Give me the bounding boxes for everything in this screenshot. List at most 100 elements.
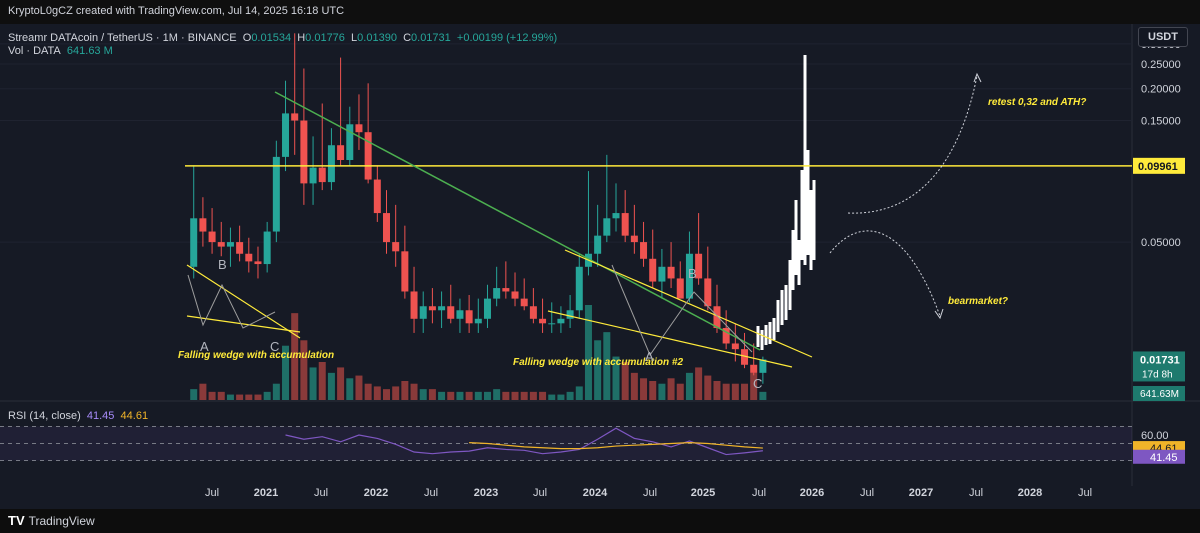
time-tick: Jul: [314, 487, 328, 499]
time-tick: 2025: [691, 487, 715, 499]
candle: [612, 213, 620, 219]
volume-bar: [447, 391, 455, 400]
time-tick: 2023: [474, 487, 498, 499]
candle: [594, 235, 602, 254]
projection-bars: [756, 55, 816, 350]
candle: [630, 235, 638, 243]
candle: [190, 218, 198, 267]
point-c2: C: [753, 376, 762, 391]
volume-bar: [318, 362, 326, 400]
rsi-ma-value: 44.61: [120, 410, 149, 422]
volume-bar: [428, 389, 436, 400]
volume-bar: [263, 391, 271, 400]
volume-bar: [208, 391, 216, 400]
projection-bar: [756, 326, 760, 347]
candle: [465, 310, 473, 324]
point-b2: B: [688, 266, 697, 281]
projection-bar: [797, 240, 801, 285]
rsi-pane: [0, 426, 1132, 461]
candle: [254, 261, 262, 265]
volume-bar: [594, 340, 602, 400]
volume-bar: [493, 389, 501, 400]
time-tick: Jul: [969, 487, 983, 499]
symbol-name[interactable]: Streamr DATAcoin / TetherUS · 1M · BINAN…: [8, 32, 237, 44]
tradingview-logo[interactable]: TV TradingView: [8, 513, 95, 528]
wedge1-upper-line[interactable]: [186, 264, 301, 339]
tv-logo-icon: TV: [8, 513, 25, 528]
candle: [676, 278, 684, 299]
candle: [685, 253, 693, 299]
time-tick: Jul: [1078, 487, 1092, 499]
volume-bar: [217, 391, 225, 400]
volume-bar: [741, 383, 749, 400]
candle: [649, 258, 657, 282]
currency-button[interactable]: USDT: [1138, 27, 1188, 47]
candle: [272, 156, 280, 232]
volume-bar: [410, 383, 418, 400]
rsi-pane-bg: [0, 401, 1132, 486]
volume-bar: [750, 372, 758, 400]
volume-bar: [667, 378, 675, 400]
bear-arrow-head: [934, 308, 944, 320]
projection-bar: [764, 325, 768, 345]
bull-arrow-head: [973, 72, 982, 83]
volume-bar: [456, 391, 464, 400]
candle: [291, 113, 299, 121]
candle: [722, 328, 730, 344]
volume-bar: [685, 372, 693, 400]
point-c1: C: [270, 339, 279, 354]
change-value: +0.00199 (+12.99%): [456, 32, 558, 44]
time-tick: 2026: [800, 487, 824, 499]
projection-bar: [772, 318, 776, 340]
time-tick: Jul: [752, 487, 766, 499]
wedge2-lower-line[interactable]: [547, 310, 793, 368]
time-axis[interactable]: Jul 2021 Jul 2022 Jul 2023 Jul 2024 Jul 2025 Jul 20…: [205, 487, 1092, 499]
volume-bar: [337, 367, 345, 400]
candle: [447, 306, 455, 319]
volume-bar: [327, 372, 335, 400]
volume-bar: [704, 375, 712, 400]
time-tick: 2021: [254, 487, 278, 499]
rsi-legend[interactable]: RSI (14, close) 41.45 44.61: [8, 410, 148, 422]
rsi-value: 41.45: [86, 410, 115, 422]
volume-tag-text: 641.63M: [1140, 389, 1179, 400]
candle: [217, 242, 225, 247]
candle: [548, 323, 556, 325]
projection-bar: [800, 170, 804, 260]
volume-bar: [254, 394, 262, 400]
candle: [364, 132, 372, 180]
candle: [300, 120, 308, 184]
wedge2-upper-line[interactable]: [564, 249, 813, 358]
point-a1: A: [200, 339, 209, 354]
candle: [208, 231, 216, 243]
volume-bar: [474, 391, 482, 400]
volume-bar: [640, 378, 648, 400]
volume-bar: [355, 375, 363, 400]
candle: [566, 310, 574, 319]
candle: [428, 306, 436, 311]
long-trendline[interactable]: [274, 91, 761, 351]
volume-bar: [658, 383, 666, 400]
symbol-legend[interactable]: Streamr DATAcoin / TetherUS · 1M · BINAN…: [8, 32, 557, 45]
candles: [190, 33, 767, 384]
price-chart[interactable]: Falling wedge with accumulation Falling w…: [0, 0, 1200, 509]
candle: [419, 306, 427, 319]
bear-label: bearmarket?: [948, 296, 1008, 307]
volume-bar: [438, 391, 446, 400]
candle: [410, 291, 418, 319]
price-axis[interactable]: 0.300000.250000.200000.150000.050000.099…: [1133, 39, 1185, 464]
volume-bar: [272, 383, 280, 400]
projection-bar: [768, 322, 772, 344]
retest-label: retest 0,32 and ATH?: [988, 97, 1086, 108]
projection-bar: [780, 290, 784, 325]
volume-bar: [502, 391, 510, 400]
projection-bar: [784, 285, 788, 320]
volume-legend[interactable]: Vol · DATA 641.63 M: [8, 45, 113, 57]
projection-bar: [776, 300, 780, 332]
open-value: 0.01534: [251, 32, 292, 44]
drawings: Falling wedge with accumulation Falling w…: [178, 72, 1132, 391]
volume-bar: [190, 389, 198, 400]
candle: [355, 124, 363, 133]
candle: [346, 124, 354, 161]
high-label: H: [297, 32, 306, 44]
